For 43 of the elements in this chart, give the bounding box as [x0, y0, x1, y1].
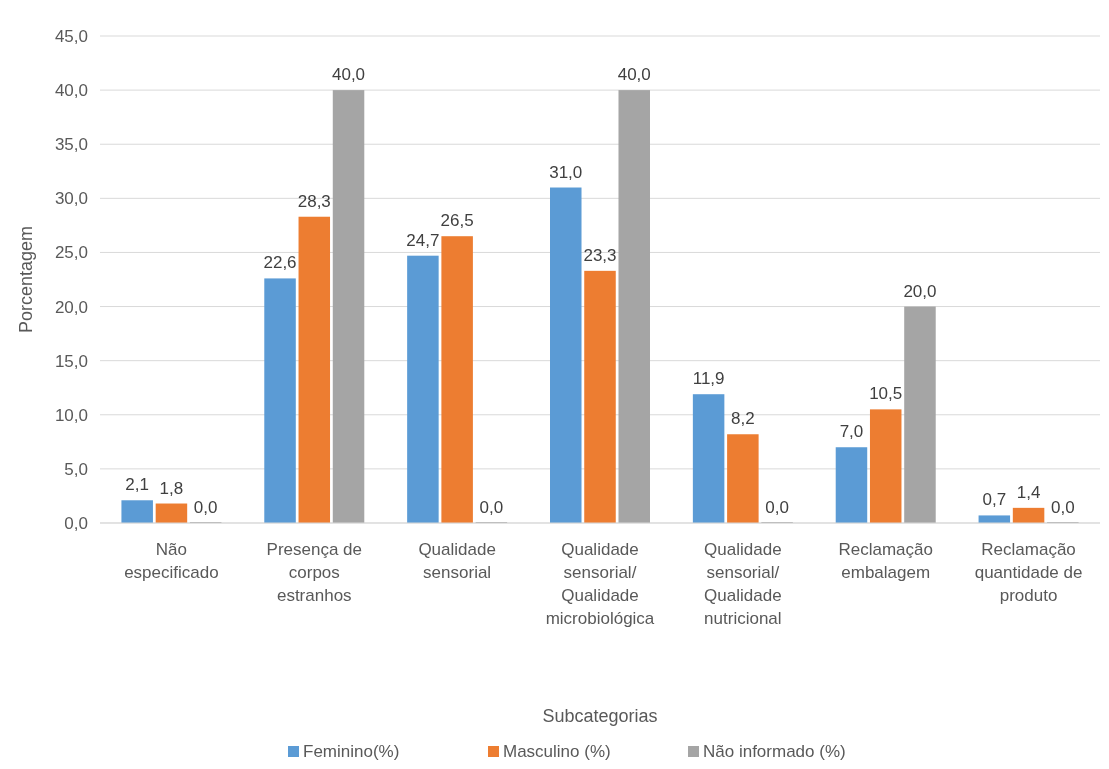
y-tick-label: 45,0 — [54, 26, 88, 46]
x-tick-label: Qualidade sensorial/ Qualidade nutricional — [704, 540, 782, 628]
data-label: 1,8 — [159, 478, 184, 498]
y-tick-label: 25,0 — [54, 243, 88, 263]
data-label: 7,0 — [839, 422, 864, 442]
y-tick-label: 40,0 — [54, 81, 88, 101]
data-label: 0,0 — [1051, 498, 1075, 517]
x-tick-label: Reclamação embalagem — [838, 540, 933, 582]
data-label: 26,5 — [440, 211, 474, 231]
data-label: 24,7 — [406, 230, 440, 250]
y-tick-label: 15,0 — [54, 351, 88, 371]
data-label: 0,0 — [479, 498, 504, 517]
data-label: 2,1 — [125, 475, 149, 495]
data-label: 0,0 — [765, 498, 789, 517]
x-tick-label: Qualidade sensorial — [418, 540, 496, 582]
data-label: 1,4 — [1016, 482, 1041, 502]
data-label: 0,7 — [982, 490, 1007, 510]
y-tick-label: 5,0 — [64, 459, 88, 479]
y-tick-label: 35,0 — [54, 135, 88, 155]
data-label: 20,0 — [903, 281, 937, 301]
y-tick-label: 20,0 — [54, 297, 88, 317]
data-label: 31,0 — [549, 162, 583, 182]
data-label: 40,0 — [331, 65, 366, 85]
data-label: 0,0 — [193, 498, 218, 517]
x-tick-label: Não especificado — [124, 540, 219, 582]
data-label: 22,6 — [263, 253, 297, 273]
x-tick-label: Presença de corpos estranhos — [266, 540, 363, 605]
data-label: 40,0 — [617, 65, 651, 85]
y-axis-title: Porcentagem — [16, 225, 36, 334]
legend-label: Feminino(%) — [303, 742, 400, 761]
data-label: 10,5 — [869, 384, 903, 404]
data-label: 23,3 — [583, 245, 617, 265]
y-tick-label: 10,0 — [54, 405, 88, 425]
legend-label: Masculino (%) — [503, 742, 611, 761]
data-label: 8,2 — [731, 409, 755, 429]
y-tick-label: 30,0 — [54, 189, 88, 209]
data-label: 11,9 — [692, 369, 725, 389]
x-axis-title: Subcategorias — [542, 706, 658, 726]
legend-label: Não informado (%) — [703, 742, 846, 761]
y-tick-label: 0,0 — [64, 513, 88, 533]
x-tick-label: Reclamação quantidade de produto — [974, 540, 1083, 605]
data-label: 28,3 — [297, 191, 331, 211]
x-tick-label: Qualidade sensorial/ Qualidade microbiológica — [545, 540, 655, 628]
